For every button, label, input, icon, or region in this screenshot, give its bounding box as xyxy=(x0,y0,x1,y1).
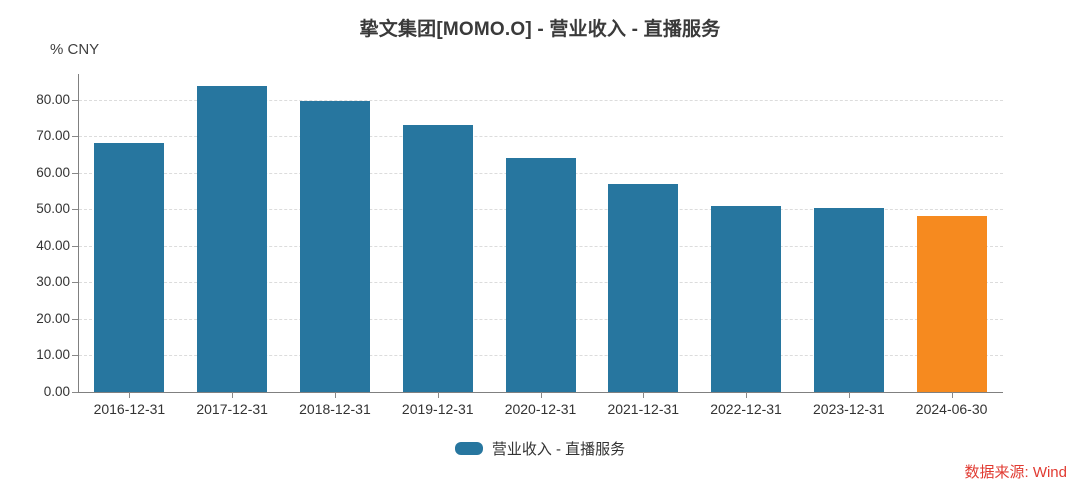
y-axis-tick xyxy=(72,99,78,101)
x-axis-tick xyxy=(643,392,645,398)
chart-title: 挚文集团[MOMO.O] - 营业收入 - 直播服务 xyxy=(359,19,721,40)
x-axis-tick xyxy=(232,392,234,398)
data-source-note: 数据来源: Wind xyxy=(964,464,1067,481)
x-axis-tick xyxy=(334,392,336,398)
bar-2021-12-31 xyxy=(608,183,679,392)
y-axis-tick xyxy=(72,282,78,284)
x-axis-tick-label: 2020-12-31 xyxy=(504,401,577,417)
y-axis-tick xyxy=(72,392,78,393)
y-axis-tick-label: 50.00 xyxy=(36,201,70,217)
bar-2020-12-31 xyxy=(505,158,576,392)
y-axis-tick xyxy=(72,209,78,211)
y-axis-tick xyxy=(72,245,78,247)
bar-2022-12-31 xyxy=(711,206,782,392)
y-axis-tick xyxy=(72,136,78,138)
y-axis-tick-label: 10.00 xyxy=(36,347,70,363)
bar-2016-12-31 xyxy=(94,143,165,392)
y-axis-line xyxy=(78,74,79,392)
y-axis-tick-label: 80.00 xyxy=(36,91,70,107)
x-axis-tick xyxy=(848,392,850,398)
y-axis-tick-label: 70.00 xyxy=(36,128,70,144)
x-axis-tick-label: 2023-12-31 xyxy=(813,401,885,417)
legend: 营业收入 - 直播服务 xyxy=(0,438,1080,459)
x-axis-tick-label: 2024-06-30 xyxy=(915,401,988,417)
gridline xyxy=(79,99,1003,101)
bar-2017-12-31 xyxy=(197,86,268,392)
y-axis-tick-label: 40.00 xyxy=(36,237,70,253)
x-axis-tick xyxy=(437,392,439,398)
x-axis-tick xyxy=(951,392,953,398)
x-axis-tick-label: 2018-12-31 xyxy=(299,401,371,417)
plot-area: 0.00 10.00 20.00 30.00 40.00 50.00 60.00 70.00 8… xyxy=(36,74,1003,417)
x-axis-tick xyxy=(746,392,748,398)
bar-2024-06-30 xyxy=(916,216,987,392)
legend-series-label: 营业收入 - 直播服务 xyxy=(491,441,626,458)
x-axis-tick-label: 2016-12-31 xyxy=(93,401,166,417)
x-axis-tick-label: 2019-12-31 xyxy=(401,401,474,417)
gridline xyxy=(79,136,1003,138)
y-axis-tick xyxy=(72,318,78,320)
x-axis-tick-label: 2017-12-31 xyxy=(196,401,268,417)
y-axis-unit-label: % CNY xyxy=(50,41,100,58)
y-axis-tick xyxy=(72,172,78,174)
y-axis-tick-label: 60.00 xyxy=(36,164,70,180)
x-axis-tick xyxy=(129,392,131,398)
x-axis-tick-label: 2021-12-31 xyxy=(607,401,680,417)
y-axis-tick-label: 20.00 xyxy=(36,310,70,326)
legend-marker-swatch xyxy=(454,442,483,455)
y-axis-tick-label: 30.00 xyxy=(36,274,70,290)
bar-2023-12-31 xyxy=(813,207,884,392)
x-axis-tick-label: 2022-12-31 xyxy=(710,401,782,417)
y-axis-tick-label: 0.00 xyxy=(43,384,70,399)
bar-2019-12-31 xyxy=(402,125,473,392)
bar-2018-12-31 xyxy=(299,101,370,392)
x-axis-tick xyxy=(540,392,542,398)
y-axis-tick xyxy=(72,355,78,357)
